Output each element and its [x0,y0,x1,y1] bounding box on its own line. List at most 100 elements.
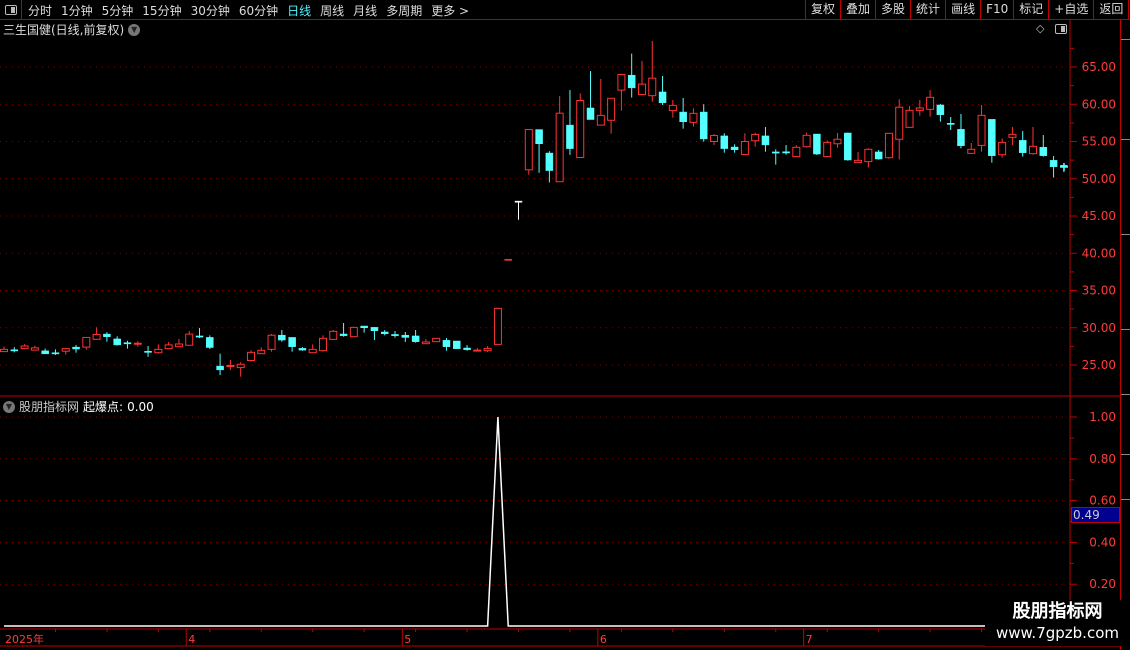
tab-period[interactable]: 60分钟 [238,4,279,18]
candle-body-down [41,350,49,355]
candle-body-up [617,73,626,91]
candle-body-down [782,151,790,154]
date-label: 7 [806,633,813,646]
candle-body-up [349,326,358,338]
toolbar-button[interactable]: F10 [980,0,1013,20]
diamond-icon[interactable]: ◇ [1036,22,1045,35]
candle-body-up [257,349,266,355]
candle-body-up [802,134,811,148]
indicator-tick-label: 1.00 [1089,410,1116,424]
toolbar-button[interactable]: 多股 [875,0,910,20]
candle-body-up [864,148,873,163]
candle-body-up [915,107,924,111]
date-label: 4 [188,633,195,646]
candle-body-up [473,349,482,352]
candle-body-up [185,333,194,346]
candle-body-down [401,334,410,338]
candle-body-up [998,141,1007,156]
candle-body-up [493,307,502,345]
y-tick-label: 35.00 [1082,284,1116,298]
candle-body-up [710,135,719,142]
candle-body-down [453,340,461,349]
toolbar-button[interactable]: 复权 [805,0,840,20]
y-tick-label: 40.00 [1082,246,1116,260]
date-label: 2025年 [5,632,44,646]
tab-period[interactable]: 月线 [353,4,378,18]
candle-body-down [216,365,224,371]
chevron-down-icon[interactable]: ▼ [3,400,15,413]
candle-body-down [195,335,204,338]
sidebar-toggle-button[interactable] [0,0,22,20]
candle-body-up [92,333,101,340]
candle-body-up [823,141,832,158]
candle-body-up [61,348,70,352]
candle-body-down [720,135,729,149]
candle-body-down [545,152,554,171]
candle-body-up [174,343,183,348]
candle-body-up [329,330,338,340]
candle-body-down [679,111,687,123]
tab-period[interactable]: 5分钟 [101,4,134,18]
candle-body-up [30,347,39,351]
candle-body-down [380,331,389,334]
candle-body-down [298,348,307,351]
candle-body-up [740,141,749,156]
toolbar-button[interactable]: 画线 [945,0,980,20]
candle-body-up [833,138,842,145]
candle-body-down [586,107,595,120]
candle-body-up [689,112,698,123]
candle-body-down [1039,147,1048,156]
tab-period[interactable]: 30分钟 [190,4,230,18]
candle-body-down [10,349,19,352]
candle-body-up [483,347,492,352]
candle-body-up [164,344,173,350]
candle-body-down [761,135,770,146]
tab-period[interactable]: 日线 [287,4,312,18]
indicator-title: ▼ 股朋指标网 起爆点: 0.00 [3,398,154,415]
candle-body-up [596,114,605,126]
toolbar-button[interactable]: 叠加 [840,0,875,20]
toolbar-button[interactable]: 统计 [910,0,945,20]
right-side-tabs[interactable] [1120,20,1130,650]
indicator-value: 0.00 [127,399,154,414]
stock-title: 三生国健(日线,前复权) [3,23,125,37]
tab-period[interactable]: 更多 > [431,4,470,18]
chevron-down-icon[interactable]: ▼ [128,23,141,36]
period-tabs: 分时 1分钟 5分钟 15分钟 30分钟 60分钟 日线 周线 月线 多周期 更多 > [28,2,469,19]
tab-period[interactable]: 分时 [28,4,53,18]
candle-body-up [246,351,255,362]
candle-body-up [751,133,760,142]
tab-period[interactable]: 15分钟 [142,4,182,18]
candle-body-up [967,148,976,154]
candle-body-down [874,151,883,160]
toolbar: 分时 1分钟 5分钟 15分钟 30分钟 60分钟 日线 周线 月线 多周期 更多 > 复权 叠加 多股… [0,0,1130,20]
candle-body-up [0,348,8,353]
candle-body-down [370,327,379,331]
y-tick-label: 25.00 [1082,358,1116,372]
candle-body-down [360,325,368,328]
tab-period[interactable]: 周线 [320,4,345,18]
candle-body-up [524,129,533,171]
candle-body-up [648,77,657,97]
candle-body-down [535,129,543,144]
candle-body-down [813,133,821,155]
toolbar-button[interactable]: 返回 [1093,0,1130,20]
date-label: 5 [404,633,411,646]
toolbar-button[interactable]: 标记 [1013,0,1048,20]
crosshair-icon [1060,163,1068,171]
toolbar-button[interactable]: +自选 [1048,0,1093,20]
candle-body-up [308,348,317,354]
candle-body-up [555,112,564,183]
indicator-source: 股朋指标网 [19,400,80,414]
candle-body-down [627,74,636,89]
candle-body-down [504,258,512,261]
candle-body-down [51,352,60,355]
tab-period[interactable]: 1分钟 [61,4,93,18]
tab-period[interactable]: 多周期 [386,4,423,18]
candle-body-up [905,109,914,128]
panel-toggle-icon[interactable] [1055,24,1067,34]
candle-body-up [1008,133,1017,138]
candle-body-down [206,337,214,348]
candle-body-up [668,104,677,112]
